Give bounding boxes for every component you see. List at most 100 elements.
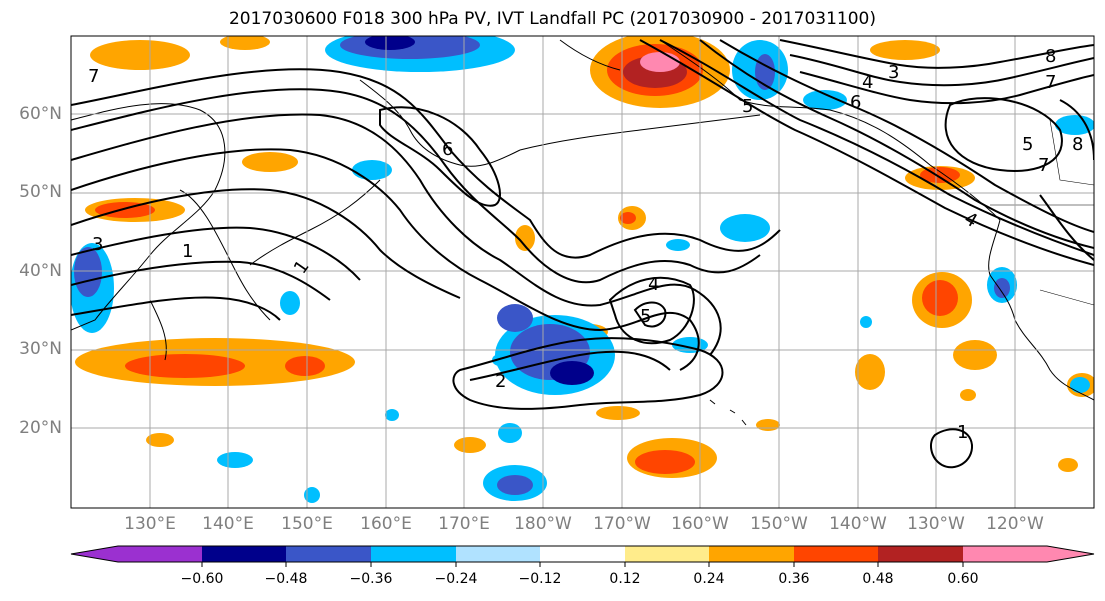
pv-negative-patch — [860, 316, 872, 328]
pv-negative-patch — [1070, 377, 1090, 393]
lon-label: 130°W — [907, 514, 965, 534]
lon-label: 120°W — [986, 514, 1044, 534]
ivt-contours — [71, 39, 1094, 469]
lon-label: 140°W — [829, 514, 887, 534]
contour-label: 5 — [640, 306, 651, 327]
colorbar-segment — [286, 546, 371, 562]
contour-label: 3 — [888, 62, 899, 83]
colorbar-tick-label: 0.60 — [947, 571, 979, 587]
colorbar-tick-label: −0.48 — [264, 571, 308, 587]
pv-negative-patch — [498, 423, 522, 443]
colorbar-segment — [709, 546, 794, 562]
pv-positive-patch — [870, 40, 940, 60]
contour-label: 7 — [88, 66, 99, 87]
pv-positive-patch — [90, 40, 190, 70]
pv-negative-patch — [994, 278, 1010, 298]
lat-label: 30°N — [19, 339, 62, 359]
contour-label: 4 — [648, 274, 659, 295]
contour-label: 3 — [92, 234, 103, 255]
contour-label: 5 — [1022, 134, 1033, 155]
colorbar-segment — [794, 546, 878, 562]
pv-positive-patch — [220, 36, 270, 50]
pv-negative-patch — [497, 475, 533, 495]
pv-positive-patch — [960, 389, 976, 401]
pv-positive-patch — [242, 152, 298, 172]
pv-positive-patch — [640, 52, 680, 72]
contour-label: 8 — [1072, 134, 1083, 155]
pv-anomaly-fill — [71, 36, 1094, 503]
pv-positive-patch — [922, 280, 958, 316]
pv-negative-patch — [666, 239, 690, 251]
colorbar-segment — [878, 546, 963, 562]
colorbar-segment — [625, 546, 709, 562]
colorbar-tick-label: 0.12 — [609, 571, 641, 587]
pv-negative-patch — [803, 90, 847, 110]
pv-negative-patch — [1055, 115, 1094, 135]
contour-label: 7 — [1045, 72, 1056, 93]
contour-label: 4 — [862, 72, 873, 93]
pv-positive-patch — [454, 437, 486, 453]
colorbar-segment — [456, 546, 540, 562]
pv-positive-patch — [285, 356, 325, 376]
lon-label: 150°E — [281, 514, 333, 534]
colorbar-tick-label: −0.12 — [518, 571, 562, 587]
lat-label: 40°N — [19, 261, 62, 281]
pv-positive-patch — [756, 419, 780, 431]
colorbar-tick-label: 0.48 — [862, 571, 894, 587]
contour-label: 2 — [495, 371, 506, 392]
lon-label: 170°W — [593, 514, 651, 534]
contour-label: 7 — [1038, 155, 1049, 176]
contour-label: 6 — [442, 139, 453, 160]
colorbar-outline — [70, 545, 1095, 563]
contour-label: 5 — [742, 96, 753, 117]
pv-positive-patch — [855, 354, 885, 390]
colorbar-tick-label: −0.24 — [434, 571, 478, 587]
colorbar-segment — [540, 546, 625, 562]
pv-positive-patch — [1058, 458, 1078, 472]
contour-label: 1 — [957, 422, 968, 443]
colorbar-segment — [963, 546, 1047, 562]
colorbar-tick-label: −0.60 — [180, 571, 224, 587]
pv-positive-patch — [95, 202, 155, 218]
lon-label: 150°W — [750, 514, 808, 534]
colorbar-segment — [371, 546, 456, 562]
pv-negative-patch — [365, 36, 415, 50]
lon-label: 130°E — [124, 514, 176, 534]
lon-label: 180°W — [514, 514, 572, 534]
pv-negative-patch — [280, 291, 300, 315]
colorbar-segment — [71, 546, 118, 562]
plot-title: 2017030600 F018 300 hPa PV, IVT Landfall… — [228, 9, 876, 29]
lon-label: 160°W — [671, 514, 729, 534]
colorbar-tick-label: 0.24 — [693, 571, 725, 587]
pv-positive-patch — [515, 225, 535, 251]
colorbar-tick-label: 0.36 — [778, 571, 810, 587]
colorbar-tick-label: −0.36 — [349, 571, 393, 587]
pv-positive-patch — [596, 406, 640, 420]
colorbar-segment — [118, 546, 202, 562]
lon-label: 170°E — [438, 514, 490, 534]
contour-label: 8 — [1045, 46, 1056, 67]
gridlines — [71, 36, 1094, 508]
country-borders — [990, 119, 1094, 306]
map-panel: 1 1 1 2 3 3 4 4 4 5 5 5 6 6 7 7 7 8 8 — [70, 35, 1095, 509]
lon-label: 140°E — [202, 514, 254, 534]
contour-label: 1 — [182, 241, 193, 262]
lat-label: 60°N — [19, 104, 62, 124]
lat-label: 20°N — [19, 418, 62, 438]
pv-negative-patch — [74, 247, 102, 297]
pv-positive-patch — [635, 450, 695, 474]
pv-negative-patch — [304, 487, 320, 503]
pv-negative-patch — [497, 304, 533, 332]
map-frame — [70, 35, 1095, 509]
pv-negative-patch — [385, 409, 399, 421]
pv-positive-patch — [125, 354, 245, 378]
pv-negative-patch — [720, 214, 770, 242]
lon-label: 160°E — [360, 514, 412, 534]
pv-negative-patch — [550, 361, 594, 385]
pv-positive-patch — [620, 212, 636, 224]
pv-positive-patch — [146, 433, 174, 447]
colorbar-segment — [1047, 546, 1094, 562]
colorbar-segment — [202, 546, 286, 562]
lat-label: 50°N — [19, 182, 62, 202]
pv-negative-patch — [217, 452, 253, 468]
